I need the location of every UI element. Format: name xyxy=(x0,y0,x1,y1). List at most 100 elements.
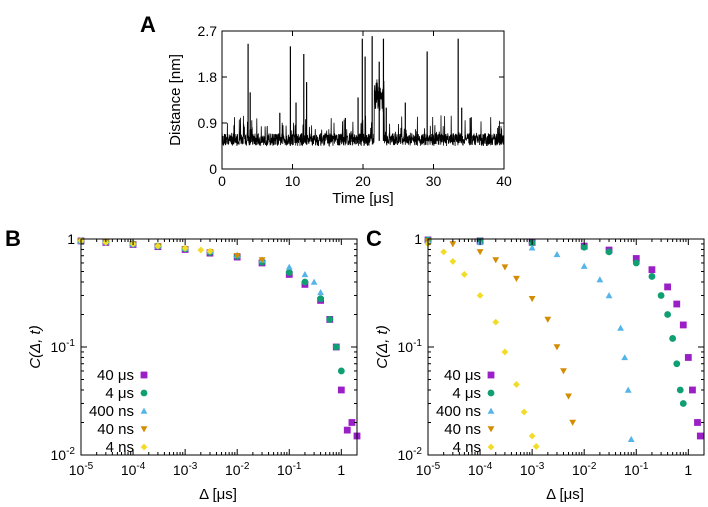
data-point-40ns xyxy=(565,393,572,400)
panel-letter-c: C xyxy=(366,226,382,251)
data-point-4ns xyxy=(492,318,500,326)
tick-group-c: 10-5 10-4 10-3 10-2 10-1 1 10-2 10-1 1 xyxy=(398,231,705,478)
data-point-400ns xyxy=(285,263,293,270)
data-point-40ns xyxy=(492,257,500,264)
data-point-400ns xyxy=(617,324,624,331)
data-point-4us xyxy=(317,295,325,303)
legend-label: 4 ns xyxy=(106,439,134,456)
panel-letter-a: A xyxy=(140,12,156,37)
data-point-40us xyxy=(679,321,687,329)
legend-marker-40us xyxy=(487,371,495,379)
data-point-400ns xyxy=(627,435,635,442)
data-point-40ns xyxy=(476,249,484,256)
data-point-40us xyxy=(343,426,351,434)
y-tick-label-c: 1 xyxy=(414,231,422,247)
data-point-400ns xyxy=(301,271,309,278)
tick-group-a: 0 10 20 30 40 0 0.9 1.8 2.7 xyxy=(198,23,512,189)
x-tick-label-c: 10-3 xyxy=(520,461,545,478)
trace-line-group xyxy=(221,36,505,148)
legend-marker-40us xyxy=(140,371,148,379)
x-tick-label-c: 10-4 xyxy=(468,461,493,478)
y-axis-label-a: Distance [nm] xyxy=(167,54,184,146)
data-point-4us xyxy=(337,367,345,375)
data-point-4us xyxy=(664,311,672,318)
y-tick-label-b: 1 xyxy=(67,231,75,247)
y-tick-label-a: 2.7 xyxy=(198,23,218,39)
data-point-40ns xyxy=(513,275,520,282)
data-point-400ns xyxy=(580,262,588,269)
data-point-400ns xyxy=(317,289,325,296)
y-tick-label-b: 10-1 xyxy=(51,338,76,355)
plot-frame-a xyxy=(221,30,505,170)
data-point-40ns xyxy=(449,241,457,248)
data-point-4us xyxy=(605,248,613,256)
data-point-400ns xyxy=(621,354,629,361)
data-point-4us xyxy=(326,316,334,323)
legend-marker-4us xyxy=(487,389,495,397)
legend-label: 4 ns xyxy=(453,439,481,456)
data-point-4us xyxy=(676,386,684,394)
x-tick-label-b: 10-3 xyxy=(173,461,198,478)
panel-letter-b: B xyxy=(5,226,21,251)
data-point-40us xyxy=(648,266,656,274)
data-point-4ns xyxy=(181,244,189,252)
data-point-4us xyxy=(669,335,677,342)
data-point-400ns xyxy=(624,386,632,393)
data-point-40us xyxy=(689,386,696,394)
legend-label: 40 ns xyxy=(97,421,134,438)
data-point-400ns xyxy=(553,251,561,258)
y-axis-label-c: C(Δ, t) xyxy=(374,325,391,368)
data-point-40us xyxy=(696,432,704,440)
tick-group-b: 10-5 10-4 10-3 10-2 10-1 1 10-2 10-1 1 xyxy=(51,231,358,478)
x-tick-label-c: 10-1 xyxy=(624,461,649,478)
data-point-40us xyxy=(694,419,701,426)
panel-c-chart: C 10-5 10-4 10-3 10-2 10-1 110-210-11 40 μs4 … xyxy=(366,226,705,503)
data-point-4ns xyxy=(206,247,214,255)
legend-marker-40ns xyxy=(487,426,495,433)
legend-label: 40 ns xyxy=(444,421,481,438)
x-tick-label-b: 10-5 xyxy=(69,461,94,478)
data-point-40us xyxy=(684,354,692,361)
x-tick-label-b: 10-1 xyxy=(277,461,302,478)
data-point-40us xyxy=(348,419,356,426)
legend-label: 40 μs xyxy=(444,367,481,384)
data-point-40us xyxy=(673,300,681,308)
legend-marker-4ns xyxy=(487,443,495,451)
data-points-c xyxy=(424,236,704,450)
data-point-4ns xyxy=(154,242,162,250)
x-tick-label-a: 30 xyxy=(426,173,442,189)
data-point-4us xyxy=(648,273,656,280)
data-point-40us xyxy=(337,386,345,394)
data-point-4ns xyxy=(513,381,520,388)
data-point-4us xyxy=(301,278,309,286)
x-axis-label-c: Δ [μs] xyxy=(546,486,584,503)
data-point-4ns xyxy=(532,443,540,450)
legend-label: 400 ns xyxy=(89,403,134,420)
x-tick-label-a: 0 xyxy=(218,173,226,189)
x-tick-label-a: 40 xyxy=(496,173,512,189)
data-point-40ns xyxy=(569,419,577,426)
data-point-400ns xyxy=(605,292,613,299)
x-tick-label-c: 1 xyxy=(684,462,692,478)
x-tick-label-a: 20 xyxy=(355,173,371,189)
data-point-4ns xyxy=(102,239,110,246)
data-point-4us xyxy=(285,269,293,276)
data-point-40ns xyxy=(544,316,552,323)
data-point-400ns xyxy=(310,278,318,285)
data-point-4ns xyxy=(440,248,448,256)
data-point-4ns xyxy=(476,292,484,299)
data-point-40us xyxy=(664,283,672,291)
y-tick-label-c: 10-1 xyxy=(398,338,423,355)
data-point-4us xyxy=(632,259,640,267)
data-point-4us xyxy=(657,292,665,299)
legend-label: 4 μs xyxy=(452,385,481,402)
data-point-40ns xyxy=(528,295,536,303)
data-point-4us xyxy=(679,400,687,407)
data-point-400ns xyxy=(596,276,604,283)
y-tick-label-a: 1.8 xyxy=(198,69,218,85)
data-point-4ns xyxy=(501,348,509,356)
legend-marker-4us xyxy=(140,389,148,397)
legend-label: 4 μs xyxy=(105,385,134,402)
